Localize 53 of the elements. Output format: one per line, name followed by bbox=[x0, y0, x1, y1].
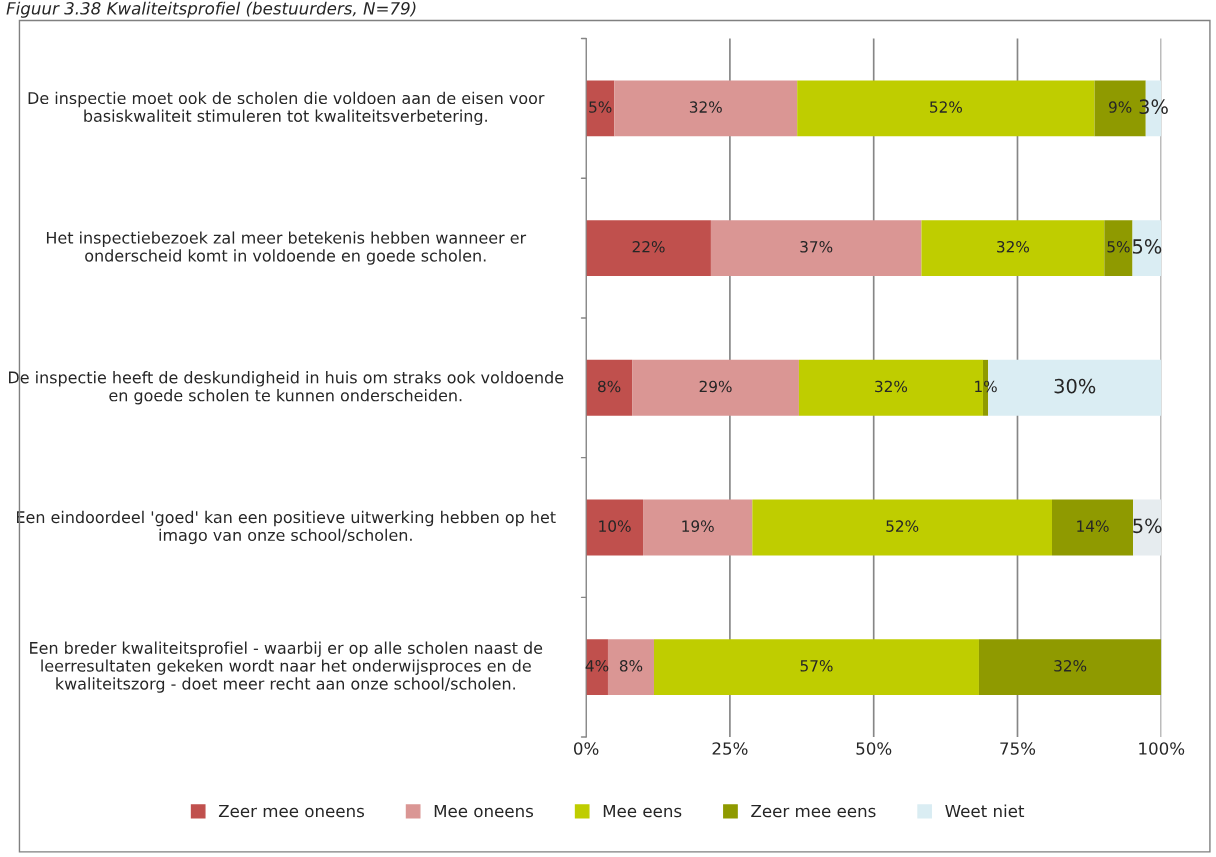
data-label: 10% bbox=[599, 520, 631, 532]
data-label: 5% bbox=[589, 101, 612, 113]
data-label: 37% bbox=[800, 240, 833, 253]
data-label: 30% bbox=[1054, 378, 1096, 394]
bar bbox=[797, 80, 1095, 137]
data-label: 8% bbox=[619, 660, 643, 672]
bar bbox=[978, 639, 1162, 696]
x-tick-label: 0% bbox=[573, 742, 599, 755]
data-label: 5% bbox=[1133, 518, 1162, 534]
x-tick-label: 75% bbox=[1000, 742, 1036, 755]
bar bbox=[586, 359, 633, 416]
bar bbox=[643, 499, 753, 556]
data-label: 52% bbox=[930, 101, 963, 113]
legend-label: Zeer mee oneens bbox=[218, 804, 364, 818]
x-tick-label: 100% bbox=[1139, 742, 1185, 755]
data-label: 29% bbox=[699, 380, 732, 393]
data-label: 32% bbox=[997, 240, 1030, 253]
data-label: 8% bbox=[598, 380, 621, 393]
bar bbox=[586, 220, 711, 277]
bar bbox=[752, 499, 1052, 556]
legend-label: Zeer mee eens bbox=[751, 804, 876, 818]
bar bbox=[586, 499, 644, 556]
y-tick-label: De inspectie moet ook de scholen die voldoen aan de eisen voor basiskwaliteit stimuleren tot kwaliteitsverbetering. bbox=[28, 91, 545, 126]
bar bbox=[586, 80, 615, 137]
x-tick-label: 50% bbox=[856, 742, 892, 755]
data-label: 9% bbox=[1109, 101, 1132, 113]
legend-label: Weet niet bbox=[945, 804, 1025, 818]
bar bbox=[1132, 220, 1162, 277]
y-tick-label: Het inspectiebezoek zal meer betekenis hebben wanneer er onderscheid komt in voldoende en goede scholen. bbox=[46, 231, 527, 265]
bar bbox=[921, 220, 1105, 277]
data-label: 52% bbox=[886, 520, 919, 532]
data-label: 14% bbox=[1077, 520, 1109, 532]
bar bbox=[1052, 499, 1134, 556]
legend-label: Mee eens bbox=[603, 804, 682, 818]
bar bbox=[614, 80, 798, 137]
bar bbox=[607, 639, 654, 696]
legend-label: Mee oneens bbox=[434, 804, 534, 818]
data-label: 5% bbox=[1107, 240, 1130, 253]
data-label: 32% bbox=[1054, 660, 1087, 672]
bar bbox=[1133, 499, 1162, 556]
data-label: 32% bbox=[689, 101, 722, 113]
data-label: 19% bbox=[682, 520, 714, 532]
data-label: 5% bbox=[1132, 239, 1162, 254]
bar bbox=[1104, 220, 1133, 277]
bar bbox=[710, 220, 922, 277]
bar bbox=[632, 359, 799, 416]
bar bbox=[653, 639, 979, 696]
text: Figuur 3.38 Kwaliteitsprofiel (bestuurders, N=79) bbox=[6, 1, 416, 18]
x-tick-label: 25% bbox=[712, 742, 748, 755]
y-tick-label: Een breder kwaliteitsprofiel - waarbij er op alle scholen naast de leerresultaten gekeken wordt naar het onderwijsproces en de kwaliteitszorg - doet meer recht aan onze school/scholen. bbox=[30, 641, 543, 693]
data-label: 22% bbox=[632, 240, 665, 253]
data-label: 57% bbox=[800, 660, 833, 672]
data-label: 32% bbox=[875, 380, 908, 393]
